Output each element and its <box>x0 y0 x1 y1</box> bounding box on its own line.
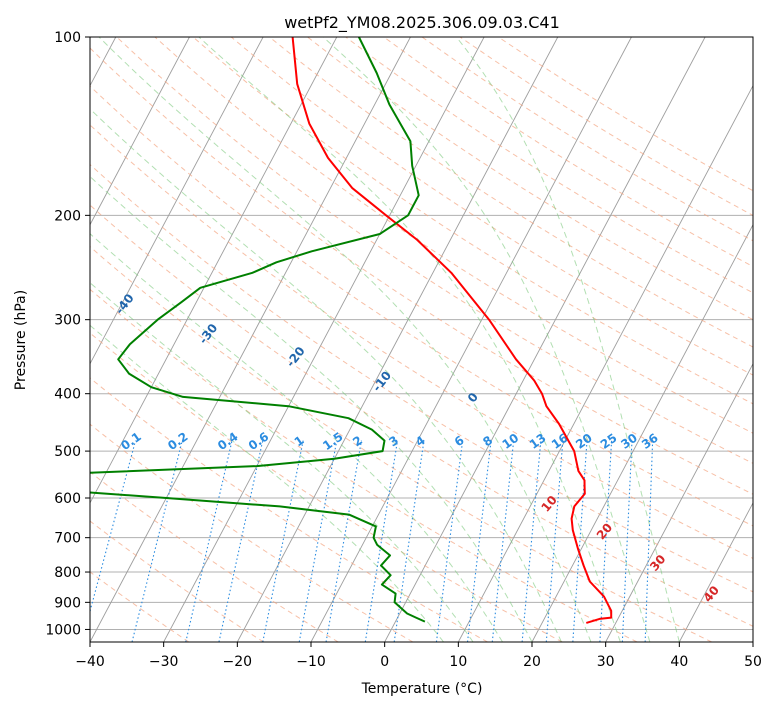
moist-adiabat-line <box>456 37 680 642</box>
mixing-ratio-line <box>466 440 492 642</box>
grid-layer <box>90 37 753 642</box>
dry-adiabat-line <box>269 37 753 348</box>
y-tick-label: 200 <box>54 208 81 224</box>
y-tick-label: 1000 <box>45 622 81 638</box>
y-tick-label: 700 <box>54 531 81 547</box>
x-axis-label: Temperature (°C) <box>361 681 483 697</box>
y-tick-label: 400 <box>54 387 81 403</box>
x-tick-label: 20 <box>523 654 541 670</box>
dewpoint-profile <box>90 37 426 623</box>
dry-adiabat-line <box>192 37 753 405</box>
dry-adiabat-line <box>90 332 563 642</box>
x-tick-label: −20 <box>223 654 253 670</box>
mixing-ratio-line <box>185 440 233 642</box>
isotherm-line <box>678 501 753 642</box>
x-tick-label: 50 <box>744 654 762 670</box>
y-tick-label: 500 <box>54 444 81 460</box>
isotherm-line <box>90 37 264 365</box>
dry-adiabat-line <box>345 37 753 294</box>
mixing-ratio-line <box>521 440 542 642</box>
moist-adiabat-line <box>90 108 562 642</box>
isotherm-line <box>236 37 559 642</box>
mixing-ratio-line <box>131 440 183 642</box>
isotherm-line <box>531 223 753 642</box>
plot-frame <box>89 36 754 643</box>
x-tick-label: −30 <box>149 654 179 670</box>
isotherm-line <box>163 37 485 642</box>
isotherm-line <box>90 37 338 504</box>
dry-adiabat-line <box>90 377 488 642</box>
mixing-ratio-line <box>545 440 564 642</box>
chart-title: wetPf2_YM08.2025.306.09.03.C41 <box>284 13 560 33</box>
mixing-ratio-line <box>491 440 515 642</box>
y-tick-label: 100 <box>54 30 81 46</box>
y-tick-label: 800 <box>54 565 81 581</box>
dry-adiabat-line <box>90 85 753 527</box>
moist-adiabat-line <box>90 233 503 642</box>
dry-adiabat-line <box>90 246 712 642</box>
x-tick-label: 10 <box>449 654 467 670</box>
mixing-ratio-line <box>435 440 464 642</box>
x-tick-label: 30 <box>597 654 615 670</box>
moist-adiabat-line <box>90 175 533 642</box>
x-tick-label: 0 <box>380 654 389 670</box>
x-tick-label: 40 <box>670 654 688 670</box>
mixing-ratio-line <box>90 440 137 614</box>
mixing-ratio-line <box>572 440 588 642</box>
isotherm-line <box>605 362 753 642</box>
dry-adiabat-line <box>90 288 638 642</box>
moist-adiabat-line <box>98 37 592 642</box>
moist-adiabat-line <box>322 37 651 642</box>
dry-adiabat-line <box>90 124 753 559</box>
y-tick-label: 300 <box>54 313 81 329</box>
isotherm-line <box>384 37 706 642</box>
y-tick-label: 900 <box>54 595 81 611</box>
dry-adiabat-line <box>90 204 753 627</box>
mixing-ratio-line <box>644 440 654 642</box>
profile-layer <box>90 37 613 624</box>
dry-adiabat-line <box>90 47 753 495</box>
temperature-profile <box>291 37 613 624</box>
isotherm-line <box>90 37 190 226</box>
dry-adiabat-line <box>90 520 264 642</box>
moist-adiabat-line <box>90 324 444 642</box>
dry-adiabat-line <box>116 37 753 464</box>
moist-adiabat-line <box>90 282 474 642</box>
x-tick-label: −40 <box>75 654 105 670</box>
mixing-ratio-line <box>621 440 633 642</box>
isotherm-line <box>90 37 411 642</box>
y-axis-label: Pressure (hPa) <box>13 290 29 390</box>
dry-adiabat-line <box>90 423 414 642</box>
x-tick-label: −10 <box>296 654 326 670</box>
y-tick-label: 600 <box>54 491 81 507</box>
axis-layer: −40 −30 −20 −10 0 10 20 30 40 50 100 200 300 400 500 60… <box>45 30 762 670</box>
mixing-ratio-line <box>599 440 613 642</box>
dry-adiabat-line <box>90 571 190 642</box>
